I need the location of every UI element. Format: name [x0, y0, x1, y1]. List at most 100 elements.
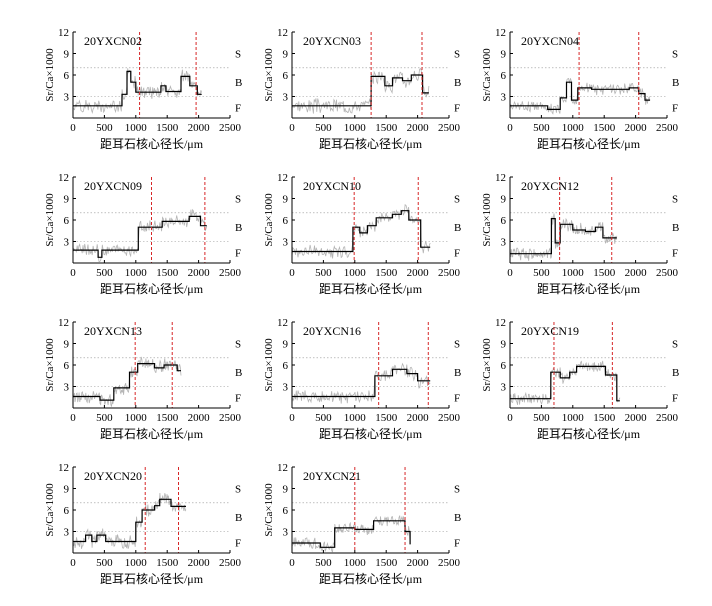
x-tick-label: 2500 — [219, 122, 242, 134]
step-series-line — [510, 365, 620, 402]
y-tick-label: 6 — [283, 215, 289, 227]
x-tick-label: 500 — [96, 557, 113, 569]
raw-series-line — [291, 67, 430, 114]
x-tick-label: 0 — [70, 122, 76, 134]
y-tick-label: 3 — [283, 527, 289, 539]
x-tick-label: 500 — [96, 412, 113, 424]
y-tick-label: 9 — [501, 339, 507, 351]
x-tick-label: 2000 — [407, 267, 430, 279]
x-tick-label: 2500 — [656, 267, 679, 279]
x-tick-label: 1000 — [125, 557, 148, 569]
x-tick-label: 1000 — [344, 267, 367, 279]
chart-title: 20YXCN09 — [84, 179, 142, 193]
zone-label: F — [454, 247, 460, 259]
y-tick-label: 12 — [277, 172, 288, 184]
step-series-line — [510, 218, 617, 255]
raw-series-line — [509, 78, 651, 115]
y-tick-label: 6 — [501, 215, 507, 227]
x-tick-label: 1000 — [125, 122, 148, 134]
x-tick-label: 2000 — [625, 412, 648, 424]
y-axis-label: Sr/Ca×1000 — [44, 193, 56, 247]
zone-label: B — [672, 222, 679, 234]
x-tick-label: 500 — [96, 267, 113, 279]
zone-label: S — [454, 484, 460, 496]
x-tick-label: 2500 — [656, 122, 679, 134]
raw-series-line — [72, 492, 187, 549]
x-tick-label: 500 — [315, 267, 332, 279]
chart-title: 20YXCN12 — [521, 179, 579, 193]
x-axis-label: 距耳石核心径长/μm — [319, 572, 423, 586]
x-tick-label: 2000 — [188, 557, 211, 569]
y-tick-label: 6 — [283, 360, 289, 372]
y-tick-label: 12 — [58, 172, 69, 184]
y-tick-label: 9 — [64, 339, 70, 351]
zone-label: S — [672, 49, 678, 61]
zone-label: S — [235, 339, 241, 351]
x-tick-label: 0 — [289, 267, 295, 279]
zone-label: B — [672, 77, 679, 89]
y-axis-label: Sr/Ca×1000 — [263, 338, 275, 392]
x-tick-label: 2000 — [407, 412, 430, 424]
y-tick-label: 6 — [64, 505, 70, 517]
x-tick-label: 1500 — [593, 122, 616, 134]
y-tick-label: 12 — [277, 462, 288, 474]
x-axis-label: 距耳石核心径长/μm — [100, 137, 204, 151]
zone-label: F — [454, 392, 460, 404]
y-tick-label: 12 — [277, 317, 288, 329]
x-tick-label: 1000 — [125, 412, 148, 424]
x-tick-label: 2500 — [219, 267, 242, 279]
x-tick-label: 1000 — [344, 412, 367, 424]
y-tick-label: 12 — [58, 462, 69, 474]
zone-label: S — [672, 194, 678, 206]
x-tick-label: 0 — [70, 267, 76, 279]
x-tick-label: 0 — [70, 557, 76, 569]
x-tick-label: 1000 — [125, 267, 148, 279]
zone-label: S — [235, 484, 241, 496]
x-tick-label: 0 — [507, 412, 513, 424]
raw-series-line — [72, 68, 203, 114]
x-tick-label: 2000 — [625, 267, 648, 279]
y-tick-label: 9 — [64, 49, 70, 61]
chart-title: 20YXCN10 — [303, 179, 361, 193]
y-tick-label: 3 — [283, 92, 289, 104]
y-tick-label: 12 — [58, 27, 69, 39]
raw-series-line — [291, 203, 431, 259]
x-tick-label: 1500 — [375, 412, 398, 424]
x-tick-label: 500 — [315, 412, 332, 424]
x-tick-label: 1500 — [593, 412, 616, 424]
x-tick-label: 1500 — [156, 267, 179, 279]
x-tick-label: 0 — [507, 267, 513, 279]
step-series-line — [73, 215, 207, 258]
zone-label: B — [454, 222, 461, 234]
zone-label: F — [672, 392, 678, 404]
x-tick-label: 1000 — [344, 557, 367, 569]
zone-label: S — [454, 194, 460, 206]
x-axis-label: 距耳石核心径长/μm — [319, 282, 423, 296]
zone-label: F — [672, 247, 678, 259]
x-axis-label: 距耳石核心径长/μm — [319, 427, 423, 441]
zone-label: F — [672, 102, 678, 114]
y-tick-label: 9 — [64, 194, 70, 206]
chart-title: 20YXCN13 — [84, 324, 142, 338]
x-axis-label: 距耳石核心径长/μm — [100, 282, 204, 296]
y-tick-label: 12 — [277, 27, 288, 39]
x-axis-label: 距耳石核心径长/μm — [537, 137, 641, 151]
x-tick-label: 2500 — [219, 412, 242, 424]
x-tick-label: 2500 — [219, 557, 242, 569]
x-tick-label: 500 — [533, 412, 550, 424]
y-axis-label: Sr/Ca×1000 — [263, 483, 275, 537]
step-series-line — [73, 70, 202, 107]
x-tick-label: 2500 — [438, 122, 461, 134]
raw-series-line — [291, 362, 431, 404]
zone-label: F — [235, 392, 241, 404]
x-tick-label: 500 — [315, 122, 332, 134]
x-tick-label: 1500 — [156, 412, 179, 424]
